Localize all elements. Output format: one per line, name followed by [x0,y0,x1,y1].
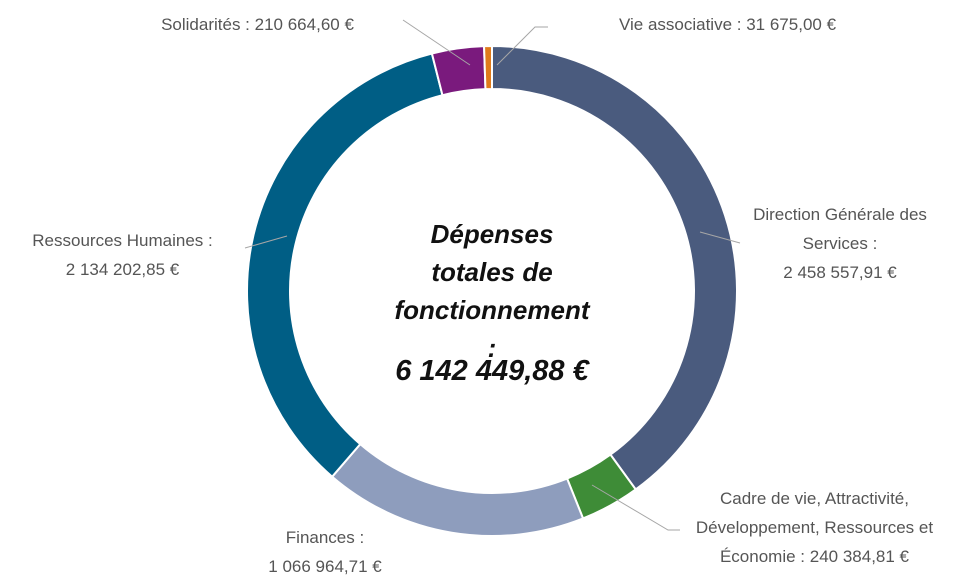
leader-lines [244,19,741,531]
value-label: 240 384,81 € [809,547,910,566]
value-label: 210 664,60 € [254,15,354,34]
slice [491,44,739,491]
leader-line [402,19,471,66]
slice [430,45,487,97]
center-value: 6 142 449,88 € [395,355,589,387]
value-label: 1 066 964,71 € [268,557,382,576]
slice-label: Vie associative : 31 675,00 € [575,10,880,39]
slice-label: Cadre de vie, Attractivité, Développemen… [672,484,957,571]
slice-label: Solidarités : 210 664,60 € [120,10,395,39]
leader-line [591,484,680,531]
leader-line [244,235,288,249]
category-label: Solidarités : [161,15,250,34]
value-label: 2 458 557,91 € [783,263,897,282]
value-label: 31 675,00 € [746,15,837,34]
category-label: Direction Générale des Services : [753,205,927,253]
slice-label: Direction Générale des Services : 2 458 … [745,200,935,287]
value-label: 2 134 202,85 € [65,260,180,279]
leader-line [699,231,741,244]
category-label: Vie associative : [618,15,742,34]
category-label: Finances : [285,528,365,547]
leader-line [496,26,548,66]
slices [246,44,739,537]
slice [483,44,493,91]
category-label: Cadre de vie, Attractivité, Développemen… [695,489,934,566]
slice-label: Ressources Humaines : 2 134 202,85 € [0,226,245,284]
slice-label: Finances : 1 066 964,71 € [225,523,425,581]
center-title: Dépenses totales de fonctionnement : [394,219,590,363]
category-label: Ressources Humaines : [32,231,213,250]
